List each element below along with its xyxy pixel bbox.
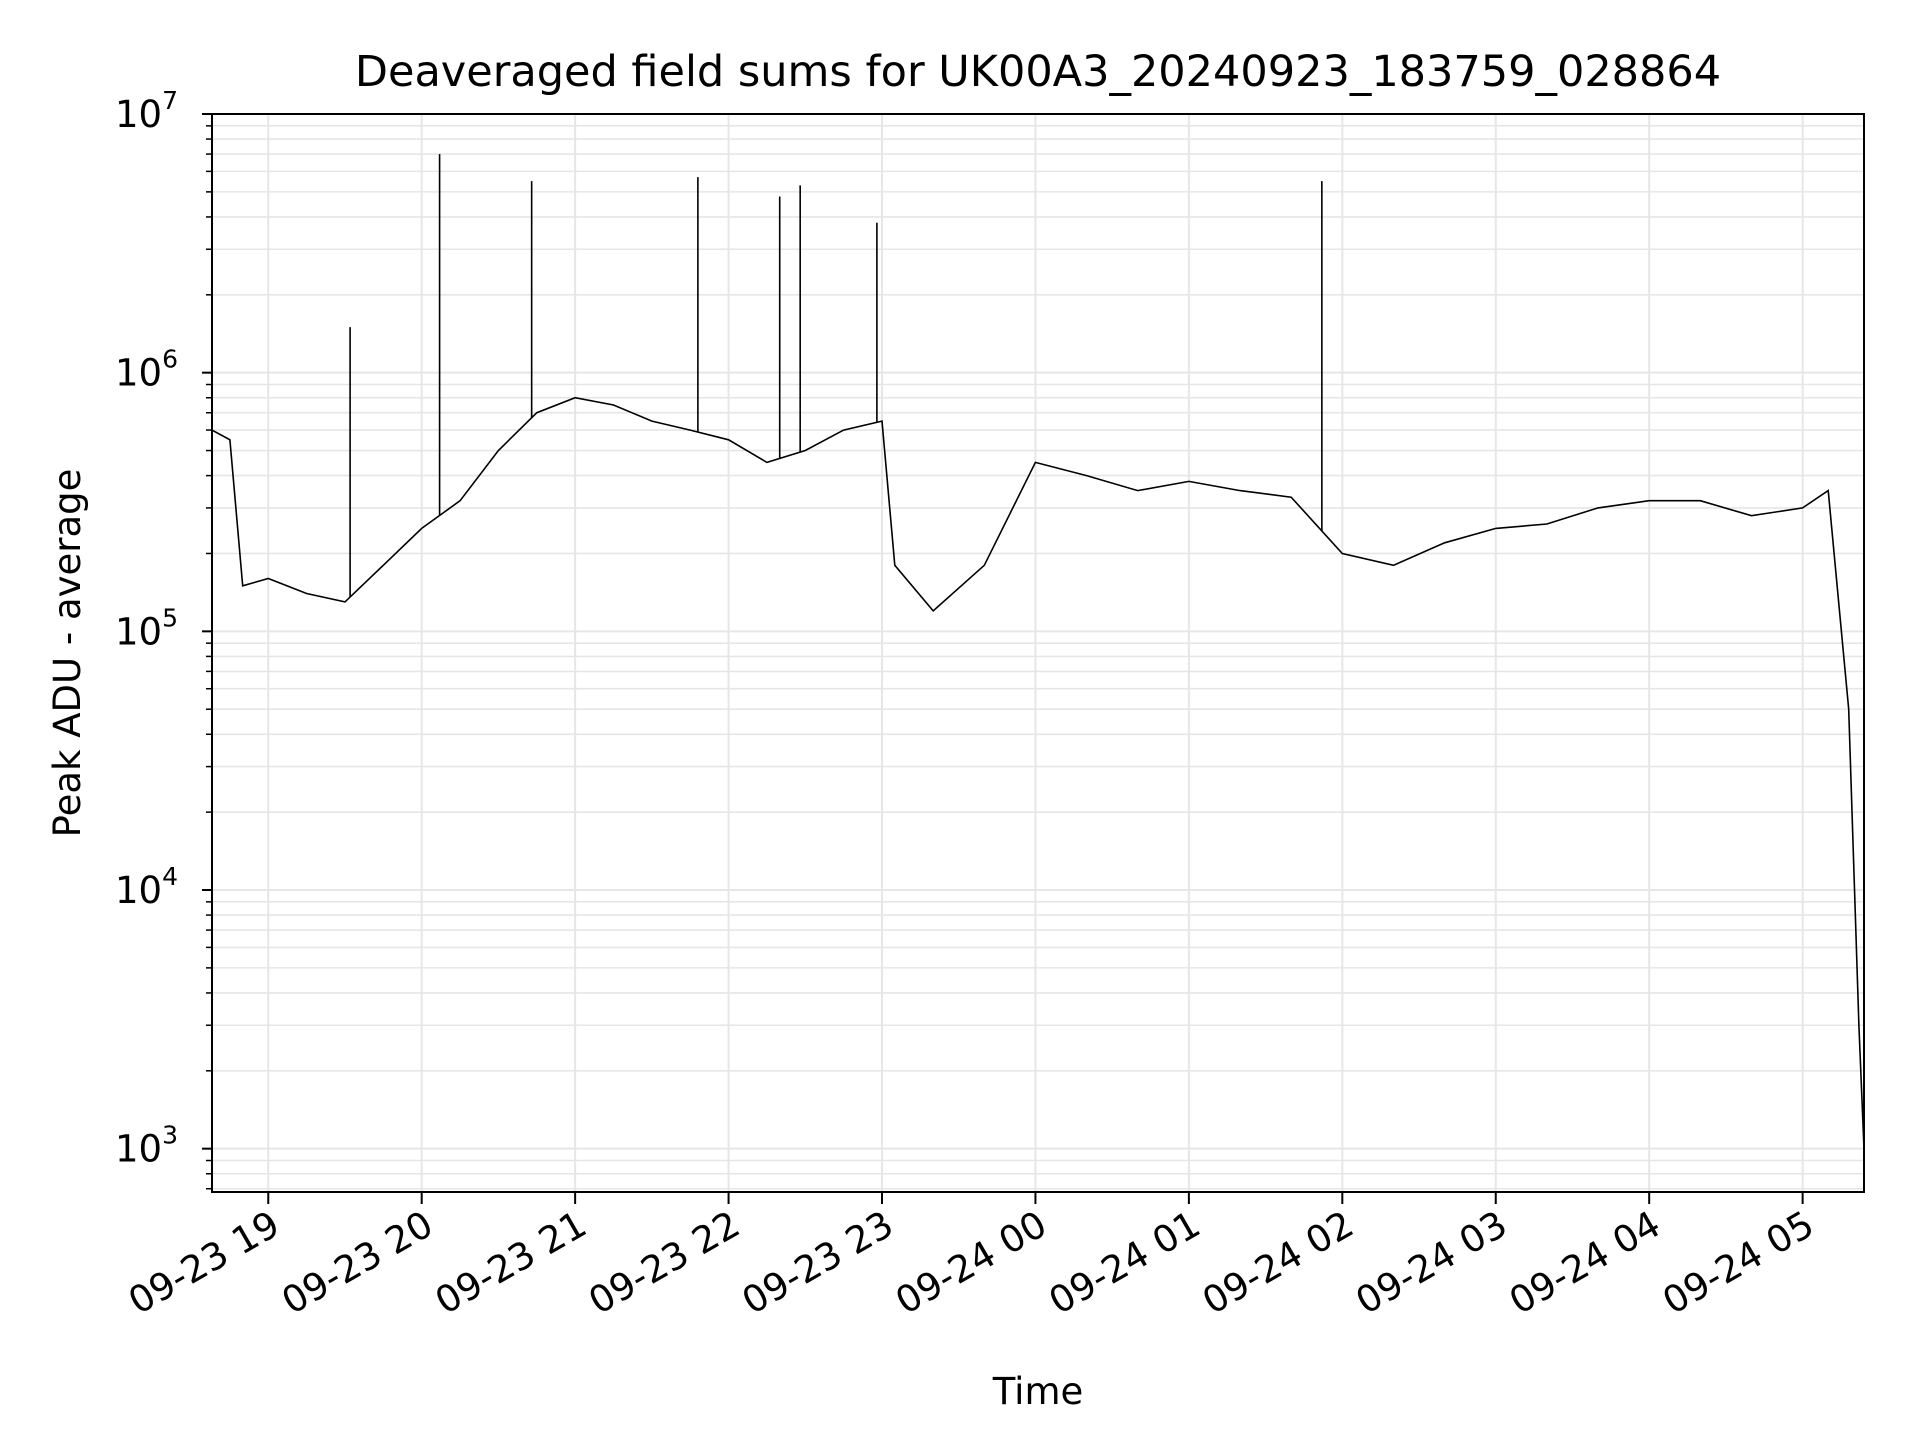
y-axis-label: Peak ADU - average — [46, 469, 89, 838]
y-tick-base: 10 — [115, 610, 162, 653]
plot-frame — [211, 113, 1865, 1193]
grid-layer — [212, 113, 1864, 1192]
series-layer — [212, 154, 1864, 1149]
y-tick-label: 104 — [115, 862, 178, 912]
chart-title: Deaveraged field sums for UK00A3_2024092… — [355, 47, 1721, 97]
y-tick-exponent: 3 — [162, 1121, 178, 1150]
y-tick-label: 103 — [115, 1121, 178, 1171]
y-tick-base: 10 — [115, 869, 162, 912]
plot-area — [212, 154, 1864, 1149]
y-tick-exponent: 6 — [162, 345, 178, 374]
y-tick-label: 106 — [115, 345, 178, 395]
x-axis-label: Time — [992, 1370, 1084, 1413]
y-tick-exponent: 5 — [162, 603, 178, 632]
series-line — [212, 396, 1864, 1149]
y-tick-label: 105 — [115, 603, 178, 653]
y-tick-exponent: 7 — [162, 86, 178, 115]
y-tick-base: 10 — [115, 1128, 162, 1171]
y-tick-label: 107 — [115, 86, 178, 136]
y-tick-base: 10 — [115, 352, 162, 395]
y-tick-exponent: 4 — [162, 862, 178, 891]
y-tick-base: 10 — [115, 93, 162, 136]
